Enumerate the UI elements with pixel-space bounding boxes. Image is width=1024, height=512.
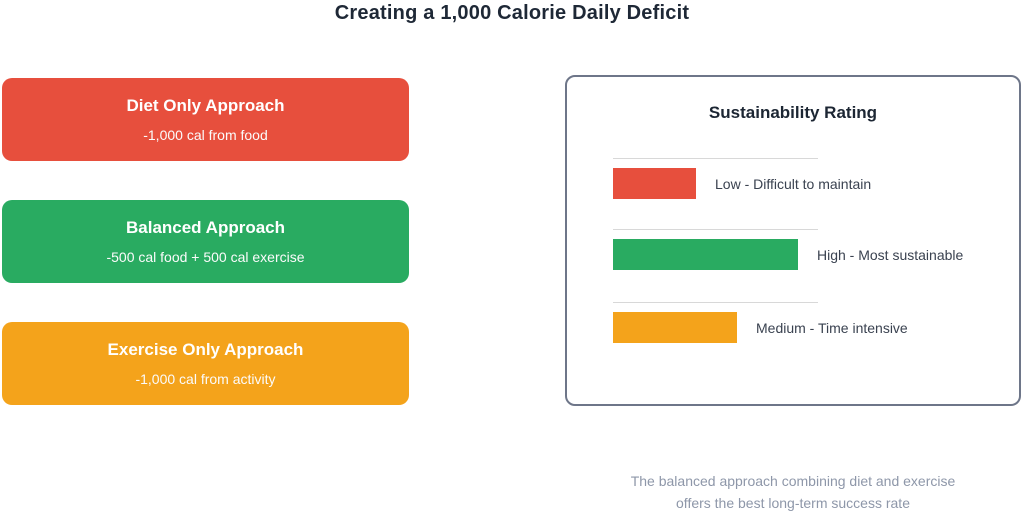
rating-bar-medium	[613, 312, 737, 343]
rating-label-medium: Medium - Time intensive	[756, 319, 908, 336]
sustainability-panel: Sustainability Rating Low - Difficult to…	[565, 75, 1021, 406]
card-exercise-only: Exercise Only Approach -1,000 cal from a…	[2, 322, 409, 405]
rating-bar-low	[613, 168, 696, 199]
rating-track-line	[613, 158, 818, 159]
page-title: Creating a 1,000 Calorie Daily Deficit	[334, 2, 690, 24]
card-exercise-only-subtitle: -1,000 cal from activity	[135, 371, 276, 387]
rating-bar-line-medium: Medium - Time intensive	[613, 312, 908, 343]
rating-row-medium: Medium - Time intensive	[613, 302, 908, 343]
card-diet-only: Diet Only Approach -1,000 cal from food	[2, 78, 409, 161]
rating-label-low: Low - Difficult to maintain	[715, 175, 872, 192]
card-balanced-subtitle: -500 cal food + 500 cal exercise	[106, 249, 305, 265]
rating-row-high: High - Most sustainable	[613, 229, 963, 270]
rating-bar-line-high: High - Most sustainable	[613, 239, 963, 270]
footer-note-line2: offers the best long-term success rate	[676, 495, 910, 511]
footer-note-line1: The balanced approach combining diet and…	[630, 473, 956, 489]
card-balanced-title: Balanced Approach	[125, 218, 286, 237]
rating-track-line	[613, 229, 818, 230]
rating-label-high: High - Most sustainable	[817, 246, 964, 263]
sustainability-panel-title: Sustainability Rating	[708, 103, 878, 122]
rating-row-low: Low - Difficult to maintain	[613, 158, 871, 199]
card-diet-only-title: Diet Only Approach	[126, 96, 285, 115]
card-balanced: Balanced Approach -500 cal food + 500 ca…	[2, 200, 409, 283]
footer-note: The balanced approach combining diet and…	[565, 470, 1021, 512]
rating-bar-high	[613, 239, 798, 270]
card-diet-only-subtitle: -1,000 cal from food	[143, 127, 268, 143]
card-exercise-only-title: Exercise Only Approach	[107, 340, 304, 359]
rating-bar-line-low: Low - Difficult to maintain	[613, 168, 871, 199]
rating-track-line	[613, 302, 818, 303]
